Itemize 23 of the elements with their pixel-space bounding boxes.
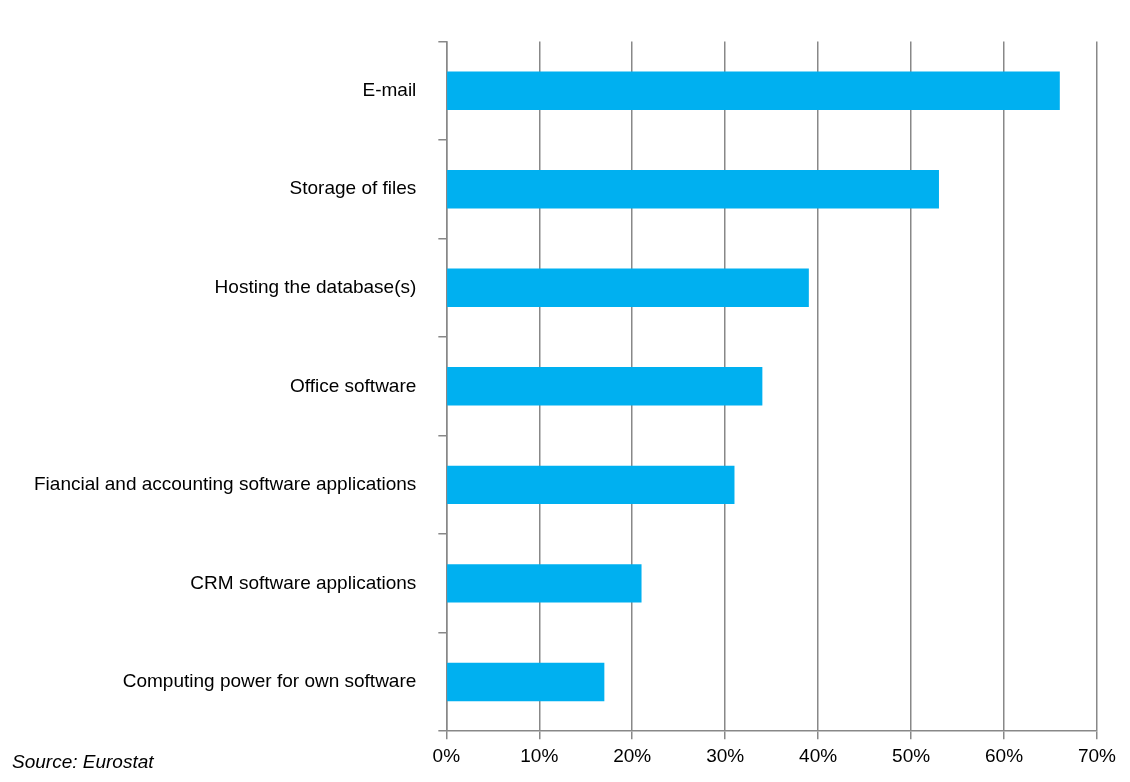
y-tick-label: Office software [289, 374, 417, 396]
x-tick-label: 10% [520, 744, 559, 766]
bar [447, 71, 1060, 110]
x-tick-label: 70% [1077, 744, 1117, 766]
x-tick-label: 0% [432, 744, 461, 766]
y-tick-label: E-mail [362, 78, 417, 100]
y-tick-label: Fiancial and accounting software applications [33, 473, 417, 495]
bar [447, 268, 809, 307]
y-tick-label: Hosting the database(s) [214, 275, 417, 297]
bar [447, 564, 642, 603]
bar [447, 170, 939, 209]
bar [447, 465, 735, 505]
x-tick-label: 30% [706, 744, 745, 766]
x-tick-label: 50% [892, 744, 931, 766]
bar [447, 662, 605, 702]
y-tick-label: CRM software applications [190, 571, 417, 593]
y-tick-label: Computing power for own software [122, 670, 417, 692]
x-tick-label: 60% [985, 744, 1024, 766]
source-note: Source: Eurostat [12, 751, 155, 772]
x-tick-label: 40% [799, 744, 838, 766]
y-tick-label: Storage of files [289, 177, 417, 199]
x-tick-label: 20% [613, 744, 652, 766]
bar [447, 367, 763, 406]
